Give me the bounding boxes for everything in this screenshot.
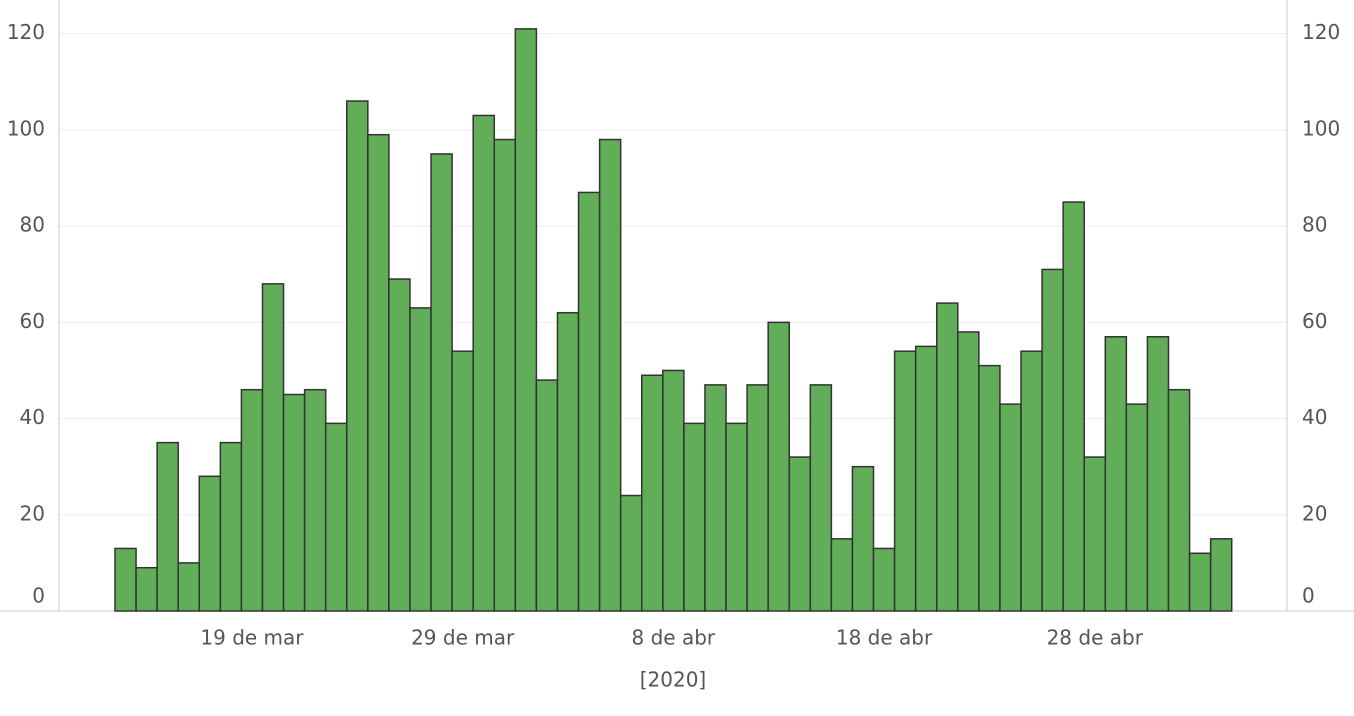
bar <box>683 422 706 612</box>
bar <box>662 369 685 612</box>
bar <box>114 547 137 612</box>
bar <box>535 379 559 612</box>
bar <box>1041 268 1064 612</box>
y2-tick-label: 120 <box>1302 20 1340 44</box>
bar <box>999 403 1022 612</box>
bar <box>240 388 264 612</box>
y2-tick-label: 0 <box>1302 584 1315 608</box>
bar <box>1062 201 1085 612</box>
y-tick-label: 80 <box>20 213 45 237</box>
y-tick-label: 40 <box>20 405 45 429</box>
bar <box>282 393 306 612</box>
bar <box>388 278 411 612</box>
x-axis-label: [2020] <box>640 668 707 692</box>
bar <box>177 562 201 612</box>
y2-tick-label: 20 <box>1302 501 1327 525</box>
bar <box>914 345 938 612</box>
y-tick-label: 20 <box>20 501 45 525</box>
y-tick-label: 60 <box>20 309 45 333</box>
y-tick-label: 100 <box>7 116 45 140</box>
x-tick-label: 8 de abr <box>632 626 716 650</box>
bar <box>135 566 158 612</box>
bar <box>767 321 790 612</box>
bar <box>725 422 748 612</box>
x-tick-label: 29 de mar <box>411 626 515 650</box>
bar <box>577 191 601 612</box>
bar <box>704 384 727 612</box>
bar <box>1083 456 1107 612</box>
bar <box>872 547 896 612</box>
bar <box>830 538 854 612</box>
bar <box>1020 350 1043 612</box>
bar <box>851 465 875 612</box>
bar <box>514 28 538 612</box>
bar <box>746 384 769 612</box>
bar <box>809 384 833 612</box>
bar <box>346 100 369 612</box>
y-tick-label: 0 <box>32 584 45 608</box>
y2-tick-label: 60 <box>1302 309 1327 333</box>
bar <box>409 307 432 612</box>
bar <box>1146 336 1170 612</box>
bar <box>935 302 959 612</box>
bar <box>1104 336 1128 612</box>
bar <box>219 441 243 612</box>
bar <box>1167 388 1191 612</box>
bar <box>472 114 496 612</box>
x-tick-label: 28 de abr <box>1047 626 1144 650</box>
bar <box>619 494 643 612</box>
bar <box>957 331 980 612</box>
bar <box>641 374 664 612</box>
bar <box>788 456 812 612</box>
bar <box>893 350 917 612</box>
y-tick-label: 120 <box>7 20 45 44</box>
bar <box>303 388 327 612</box>
bar <box>156 441 179 612</box>
bar <box>367 133 390 612</box>
y2-tick-label: 40 <box>1302 405 1327 429</box>
x-tick-label: 19 de mar <box>200 626 304 650</box>
x-tick-label: 18 de abr <box>836 626 933 650</box>
bar <box>598 138 622 612</box>
bar <box>1125 403 1149 612</box>
bar <box>451 350 474 612</box>
bar <box>978 364 1001 612</box>
bar <box>324 422 348 612</box>
bar <box>430 153 453 612</box>
bar <box>1188 552 1212 612</box>
bar <box>493 138 517 612</box>
y2-tick-label: 100 <box>1302 116 1340 140</box>
bar <box>556 311 580 612</box>
bar <box>261 283 285 612</box>
y2-tick-label: 80 <box>1302 213 1327 237</box>
bar <box>1209 538 1233 612</box>
bar <box>198 475 222 612</box>
